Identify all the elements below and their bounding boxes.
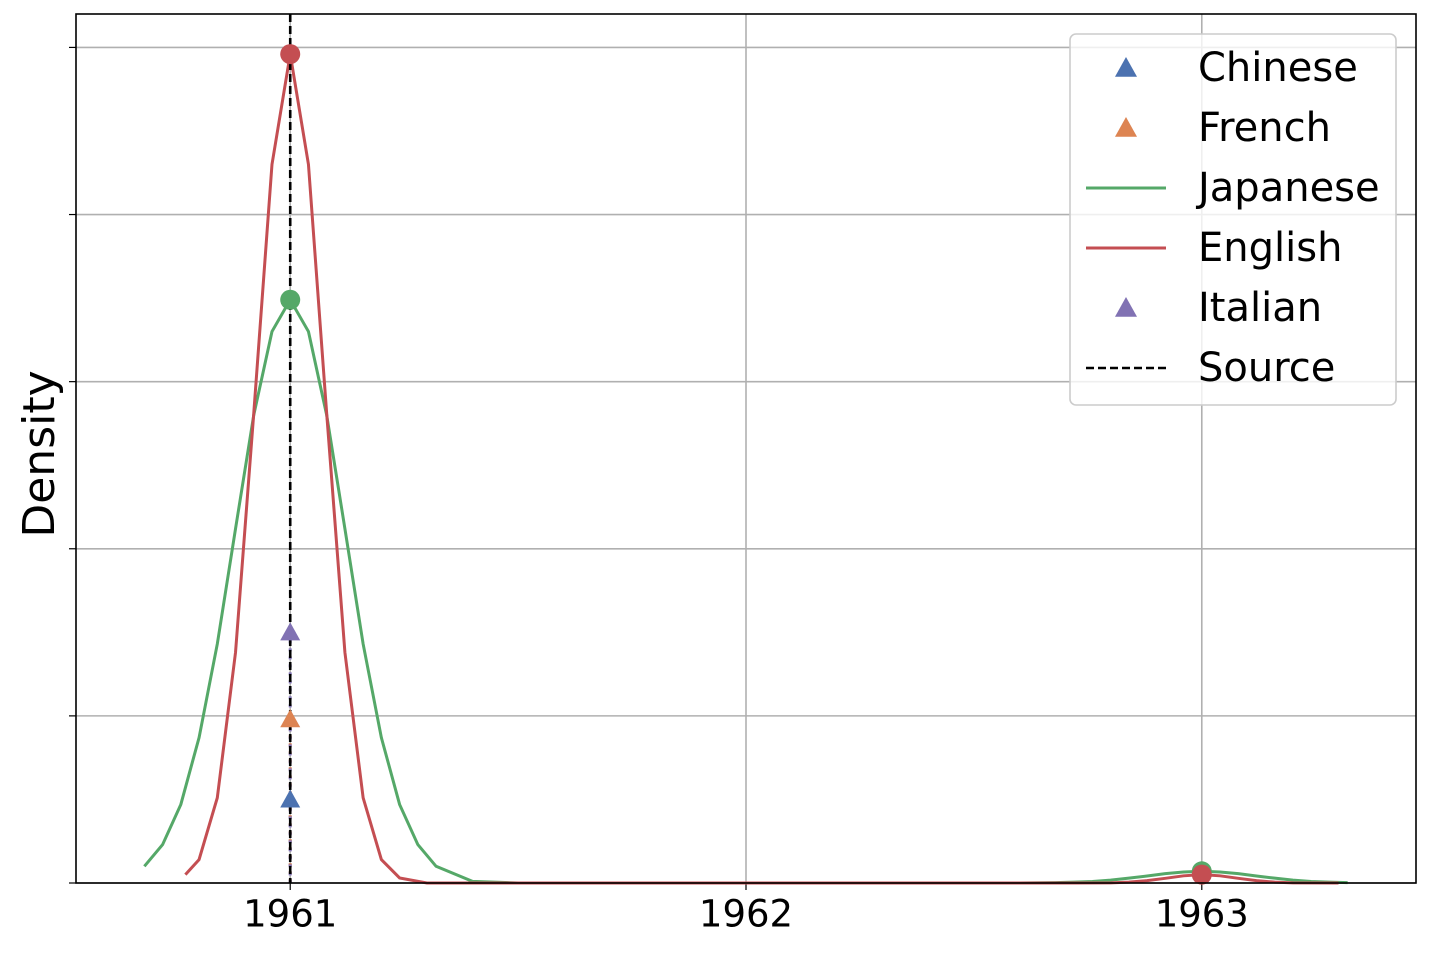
legend-label: French [1198, 105, 1331, 151]
x-tick-label: 1963 [1155, 893, 1249, 936]
plot-frame [75, 13, 1417, 884]
legend-box [1069, 33, 1397, 406]
triangle-marker [280, 789, 301, 808]
peak-marker [1191, 864, 1212, 885]
legend-marker [1115, 57, 1137, 77]
y-axis-label: Density [14, 370, 65, 537]
x-tick-label: 1961 [243, 893, 337, 936]
x-tick-label: 1962 [699, 893, 793, 936]
legend-marker [1115, 297, 1137, 317]
legend: Chinese French Japanese English Italian Sourc… [1069, 33, 1397, 406]
legend-label: Source [1198, 345, 1335, 391]
triangle-marker [280, 622, 301, 641]
legend-label: English [1198, 225, 1342, 271]
legend-marker [1115, 117, 1137, 137]
legend-label: Italian [1198, 285, 1322, 331]
triangle-marker [280, 709, 301, 728]
legend-label: Chinese [1198, 45, 1358, 91]
peak-marker [280, 289, 301, 310]
peak-marker [280, 44, 301, 65]
legend-label: Japanese [1195, 165, 1380, 211]
